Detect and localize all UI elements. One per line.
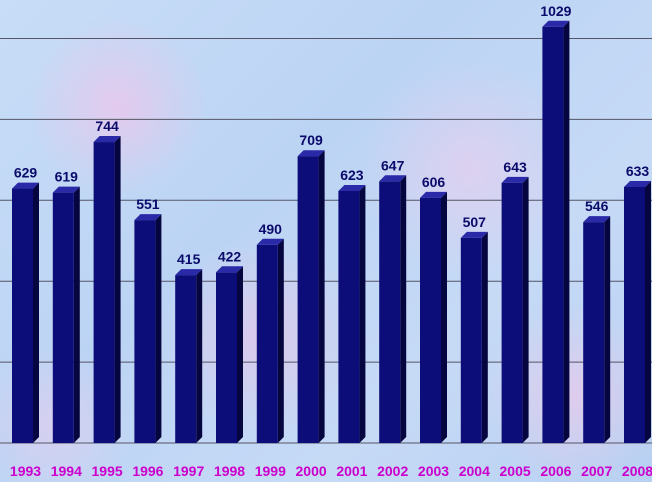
value-label: 647: [381, 157, 405, 173]
category-label: 2008: [622, 463, 652, 479]
category-label: 1996: [132, 463, 163, 479]
category-label: 1993: [10, 463, 41, 479]
bar: [134, 214, 162, 443]
bar: [420, 191, 447, 443]
value-label: 619: [55, 169, 79, 185]
value-labels: 629 619 744 551 415 422 490 709 623 647 606 507 643 1…: [14, 3, 650, 267]
value-label: 490: [259, 221, 283, 237]
category-label: 2003: [418, 463, 449, 479]
bar: [542, 20, 570, 443]
bar: [256, 238, 284, 443]
bar: [12, 182, 39, 443]
value-label: 643: [503, 159, 527, 175]
category-label: 1998: [214, 463, 245, 479]
category-label: 2006: [540, 463, 571, 479]
category-label: 2001: [336, 463, 367, 479]
value-label: 744: [95, 118, 119, 134]
category-label: 2002: [377, 463, 408, 479]
bar: [297, 150, 325, 443]
category-label: 2004: [459, 463, 490, 479]
category-label: 2000: [296, 463, 327, 479]
value-label: 629: [14, 165, 38, 181]
value-label: 415: [177, 251, 201, 267]
category-label: 1999: [255, 463, 286, 479]
category-label: 2007: [581, 463, 612, 479]
category-label: 1995: [92, 463, 123, 479]
value-label: 422: [218, 248, 242, 264]
category-label: 1994: [51, 463, 82, 479]
bar: [216, 266, 243, 443]
category-labels: 1993 1994 1995 1996 1997 1998 1999 2000 2001 2002…: [10, 463, 652, 479]
value-label: 551: [136, 196, 160, 212]
bar: [175, 269, 203, 443]
bar: [52, 186, 80, 443]
value-label: 623: [340, 167, 364, 183]
bar: [379, 175, 407, 443]
bar: [460, 231, 488, 443]
bars: [12, 20, 651, 443]
category-label: 1997: [173, 463, 204, 479]
value-label: 507: [463, 214, 487, 230]
value-label: 709: [299, 132, 323, 148]
bar: [501, 176, 529, 443]
category-label: 2005: [500, 463, 531, 479]
value-label: 606: [422, 174, 446, 190]
bar: [338, 184, 366, 443]
bar: [583, 216, 611, 443]
bar: [93, 136, 121, 443]
value-label: 1029: [540, 3, 571, 19]
value-label: 546: [585, 198, 609, 214]
bar: [624, 180, 651, 443]
value-label: 633: [626, 163, 650, 179]
